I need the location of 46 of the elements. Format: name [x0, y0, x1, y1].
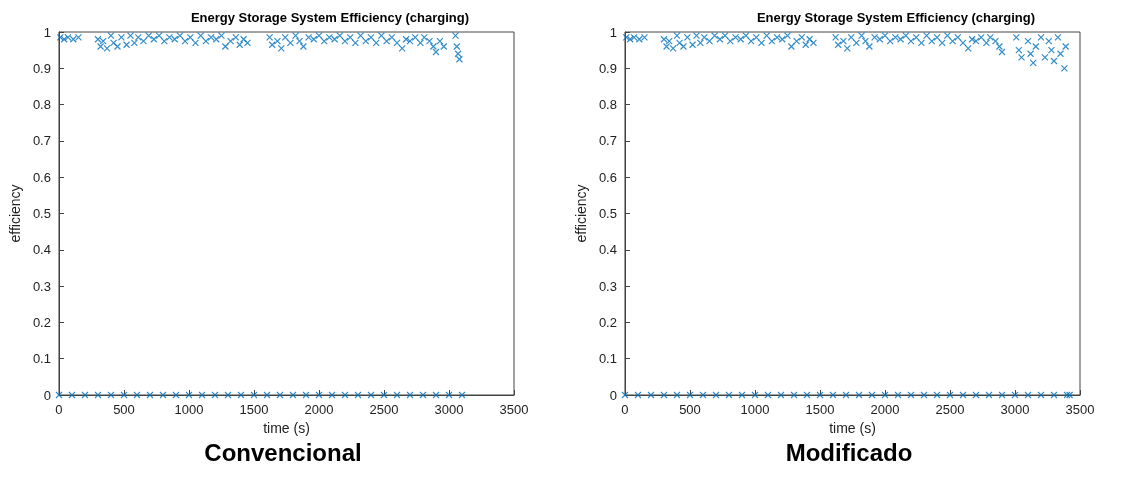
y-tick-label: 0.2 — [598, 314, 617, 330]
y-tick-label: 0.5 — [32, 206, 51, 221]
x-tick-label: 3000 — [434, 402, 464, 417]
x-tick-label: 500 — [113, 402, 135, 417]
y-tick-label: 0 — [609, 387, 617, 403]
y-axis-title: efficiency — [7, 184, 23, 243]
y-tick-label: 0.7 — [32, 133, 51, 149]
y-tick-label: 0.2 — [32, 314, 51, 330]
y-axis-title: efficiency — [573, 184, 589, 243]
y-tick-label: 0.7 — [598, 133, 617, 149]
x-tick-label: 2000 — [304, 402, 334, 417]
y-tick-label: 0.9 — [598, 60, 617, 76]
x-tick-label: 1000 — [740, 402, 770, 417]
x-tick-label: 500 — [679, 402, 701, 417]
y-tick-label: 0.8 — [598, 97, 617, 113]
x-tick-label: 1500 — [805, 402, 835, 417]
x-tick-label: 2500 — [369, 402, 399, 417]
y-tick-label: 0.4 — [32, 242, 51, 258]
x-tick-label: 1000 — [174, 402, 204, 417]
x-tick-label: 3500 — [499, 402, 529, 417]
y-tick-label: 0.9 — [32, 60, 51, 76]
y-tick-label: 1 — [43, 24, 51, 40]
y-tick-label: 0.4 — [598, 242, 617, 258]
x-tick-label: 2500 — [935, 402, 965, 417]
x-axis-title: time (s) — [263, 419, 310, 436]
y-tick-label: 0 — [43, 387, 51, 403]
x-tick-label: 0 — [621, 402, 629, 417]
text: Modificado — [785, 438, 913, 466]
x-tick-label: 3000 — [1000, 402, 1030, 417]
y-tick-label: 0.1 — [598, 351, 617, 367]
y-tick-label: 0.6 — [598, 169, 617, 185]
y-tick-label: 0.6 — [32, 169, 51, 185]
y-tick-label: 0.1 — [32, 351, 51, 367]
y-tick-label: 0.8 — [32, 97, 51, 113]
y-tick-label: 0.3 — [32, 278, 51, 294]
x-tick-label: 3500 — [1065, 402, 1095, 417]
y-tick-label: 1 — [609, 24, 617, 40]
text: Convencional — [204, 438, 362, 466]
y-tick-label: 0.3 — [598, 278, 617, 294]
x-tick-label: 0 — [55, 402, 63, 417]
chart-title: Energy Storage System Efficiency (charging) — [756, 10, 1036, 25]
y-tick-label: 0.5 — [598, 206, 617, 221]
x-tick-label: 2000 — [870, 402, 900, 417]
x-tick-label: 1500 — [239, 402, 269, 417]
chart-title: Energy Storage System Efficiency (charging) — [190, 10, 470, 25]
x-axis-title: time (s) — [829, 419, 876, 436]
